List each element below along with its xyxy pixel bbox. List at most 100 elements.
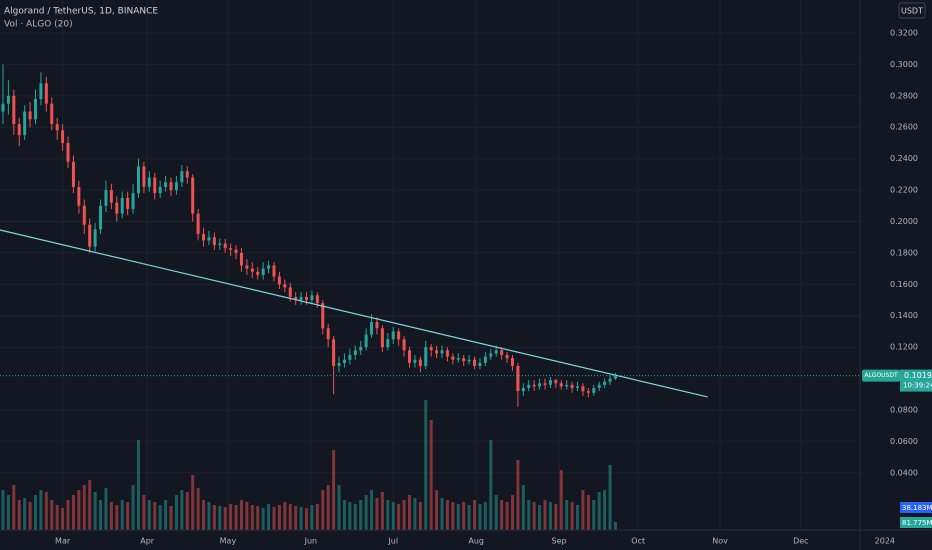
candle-body: [256, 271, 260, 275]
candle-body: [250, 268, 254, 272]
symbol-badge: [862, 369, 900, 382]
candle-body: [375, 322, 379, 329]
volume-bar: [494, 495, 498, 530]
candle-body: [559, 383, 563, 387]
candle-body: [239, 252, 243, 266]
currency-badge[interactable]: [898, 2, 926, 19]
candle-body: [489, 353, 493, 357]
candle-body: [532, 384, 536, 387]
volume-bar: [136, 440, 140, 530]
volume-bar: [109, 502, 113, 530]
last-price-badge: [900, 369, 932, 392]
candle-body: [93, 229, 97, 247]
volume-bar: [239, 500, 243, 530]
trendline: [0, 229, 708, 398]
volume-bar: [283, 502, 287, 530]
volume-bar: [451, 502, 455, 530]
y-tick-label: 0.2000: [890, 217, 918, 226]
volume-bar: [267, 504, 271, 530]
volume-bar: [532, 502, 536, 530]
volume-bar: [288, 504, 292, 530]
volume-bar: [158, 505, 162, 530]
volume-bar: [462, 502, 466, 530]
y-tick-label: 0.3000: [890, 60, 918, 69]
candle-body: [99, 205, 103, 230]
volume-bar: [375, 498, 379, 530]
y-tick-label: 0.1200: [890, 343, 918, 352]
x-tick-label: Mar: [55, 537, 71, 546]
volume-bar: [353, 504, 357, 530]
volume-bar: [212, 505, 216, 530]
candle-body: [435, 350, 439, 354]
candle-body: [570, 384, 574, 388]
volume-bar: [185, 492, 189, 530]
candle-body: [174, 182, 178, 191]
volume-bar: [272, 507, 276, 530]
candle-body: [554, 380, 558, 384]
candle-body: [592, 387, 596, 393]
candle-body: [516, 366, 520, 392]
candle-body: [131, 193, 135, 209]
candle-body: [245, 265, 249, 269]
candle-body: [158, 186, 162, 194]
volume-bar: [516, 460, 520, 530]
currency: USDT: [901, 7, 923, 16]
candle-body: [136, 166, 140, 194]
volume-bar: [50, 500, 54, 530]
volume-bar: [337, 485, 341, 530]
volume-bar: [548, 502, 552, 530]
candle-body: [597, 384, 601, 388]
volume-bar: [120, 500, 124, 530]
volume-bar: [229, 504, 233, 530]
candle-body: [212, 237, 216, 246]
volume-bar: [418, 502, 422, 530]
candle-body: [353, 350, 357, 356]
volume-bar: [380, 492, 384, 530]
volume-bar: [299, 507, 303, 530]
volume-bar: [397, 504, 401, 530]
volume-bar: [429, 420, 433, 530]
volume-bar: [164, 500, 168, 530]
volume-bar: [250, 505, 254, 530]
y-tick-label: 0.3200: [890, 28, 918, 37]
candle-body: [23, 111, 27, 136]
candle-body: [153, 177, 157, 194]
candle-body: [185, 171, 189, 178]
candle-body: [229, 248, 233, 250]
y-tick-label: 0.2600: [890, 123, 918, 132]
volume-bar: [169, 506, 173, 530]
volume-bar: [310, 505, 314, 530]
volume-ma-label: 38.183M: [902, 504, 932, 512]
volume-bar: [321, 490, 325, 530]
candle-body: [413, 359, 417, 363]
volume-bar: [386, 500, 390, 530]
volume-bar: [527, 500, 531, 530]
volume-legend: Vol · ALGO (20): [4, 20, 73, 30]
volume-bar: [348, 502, 352, 530]
candle-body: [196, 213, 200, 235]
candle-body: [272, 265, 276, 277]
volume-bar: [93, 492, 97, 530]
x-tick-label: Apr: [140, 537, 155, 546]
candle-body: [218, 243, 222, 246]
candle-body: [494, 350, 498, 354]
x-tick-label: May: [220, 537, 237, 546]
volume-bar: [391, 502, 395, 530]
volume-bar: [538, 505, 542, 530]
volume-bar: [88, 480, 92, 530]
volume-bar: [489, 440, 493, 530]
y-tick-label: 0.2200: [890, 186, 918, 195]
candle-body: [548, 380, 552, 385]
volume-bar: [207, 502, 211, 530]
volume-bar: [608, 465, 612, 530]
volume-bar: [180, 490, 184, 530]
candle-body: [288, 287, 292, 297]
volume-bar: [153, 502, 157, 530]
volume-bar: [473, 500, 477, 530]
volume-bar: [17, 500, 21, 530]
candle-body: [500, 350, 504, 356]
candle-body: [380, 328, 384, 348]
volume-bar: [12, 485, 16, 530]
volume-bar: [586, 495, 590, 530]
